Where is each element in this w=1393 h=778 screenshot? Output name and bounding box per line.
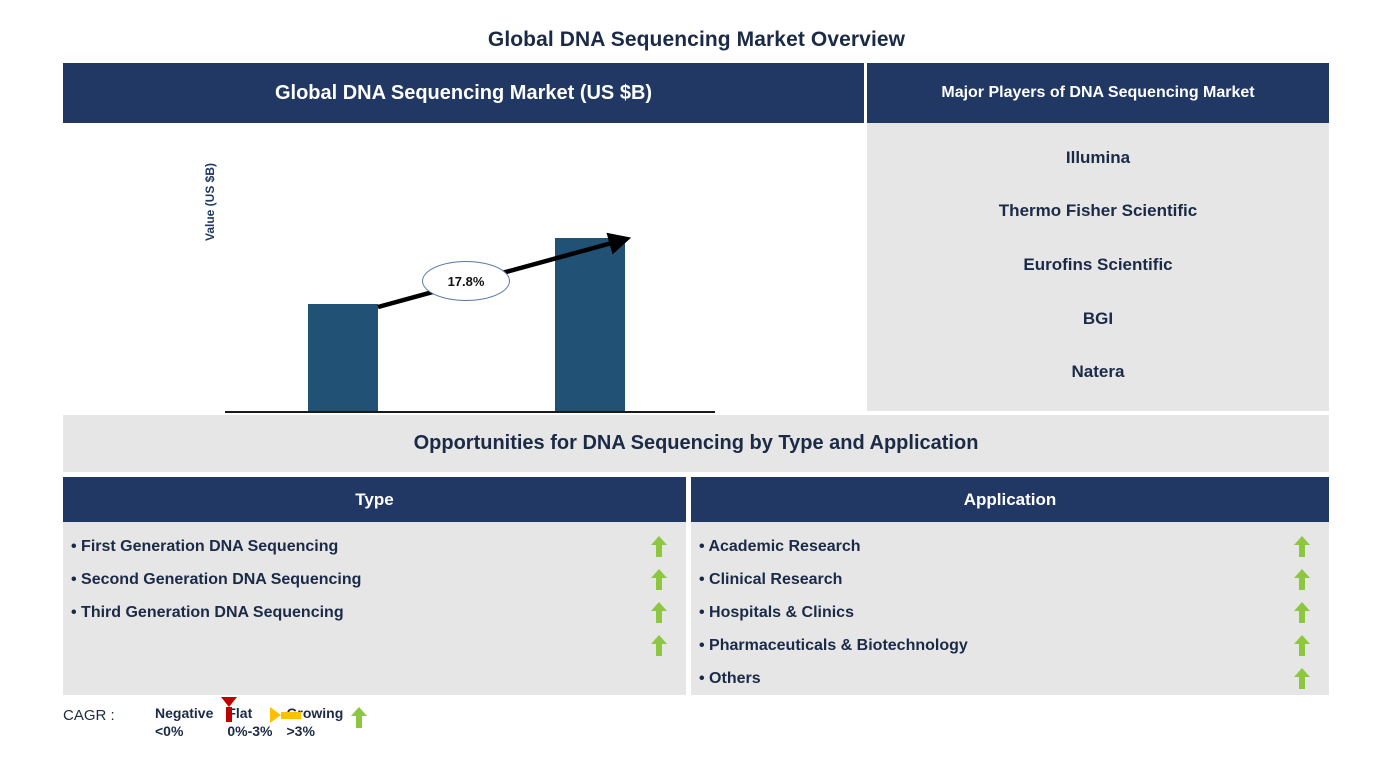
application-column-body: • Academic Research • Clinical Research … — [691, 522, 1329, 695]
x-axis-line — [225, 411, 715, 413]
arrow-up-icon — [1294, 635, 1310, 656]
arrow-up-icon — [1294, 668, 1310, 689]
application-item-label: • Pharmaceuticals & Biotechnology — [699, 636, 968, 654]
list-item: BGI — [1082, 308, 1114, 328]
opportunities-application-panel: Application • Academic Research • Clinic… — [691, 477, 1329, 695]
players-panel-header: Major Players of DNA Sequencing Market — [867, 63, 1329, 123]
type-column-body: • First Generation DNA Sequencing • Seco… — [63, 522, 686, 695]
bar-2025 — [308, 304, 378, 411]
opportunities-type-panel: Type • First Generation DNA Sequencing •… — [63, 477, 686, 695]
application-item-label: • Academic Research — [699, 537, 861, 555]
legend-icon-wrap — [213, 697, 238, 722]
cagr-legend: CAGR : Negative <0% Flat 0%-3% Growing >… — [63, 697, 583, 751]
list-item: Illumina — [1065, 147, 1131, 167]
list-item: • Third Generation DNA Sequencing — [63, 596, 686, 629]
arrow-up-icon — [651, 536, 667, 557]
legend-entry-text: Growing >3% — [287, 703, 344, 740]
chart-plot-area: Value (US $B) 17.8% 202 — [63, 123, 864, 467]
bar-2031 — [555, 238, 625, 411]
major-players-panel: Major Players of DNA Sequencing Market I… — [867, 63, 1329, 411]
arrow-up-icon — [651, 569, 667, 590]
list-item: • First Generation DNA Sequencing — [63, 530, 686, 563]
trend-slot — [1293, 662, 1311, 695]
trend-slot — [1293, 629, 1311, 662]
legend-name: Growing — [286, 705, 344, 721]
legend-entry-text: Flat 0%-3% — [227, 703, 272, 740]
list-item: • Hospitals & Clinics — [691, 596, 1329, 629]
application-item-label: • Hospitals & Clinics — [699, 603, 854, 621]
trend-slot — [650, 629, 668, 662]
legend-icon-wrap — [269, 703, 301, 723]
list-item: • Academic Research — [691, 530, 1329, 563]
application-item-label: • Others — [699, 669, 761, 687]
trend-slot — [1293, 596, 1311, 629]
type-trend-arrows — [650, 530, 668, 662]
list-item: • Others — [691, 662, 1329, 695]
legend-icon-wrap — [343, 703, 368, 728]
list-item: • Pharmaceuticals & Biotechnology — [691, 629, 1329, 662]
type-column-header: Type — [63, 477, 686, 522]
market-chart-panel: Global DNA Sequencing Market (US $B) Val… — [63, 63, 864, 467]
application-column-header: Application — [691, 477, 1329, 522]
trend-slot — [650, 563, 668, 596]
legend-name: Negative — [155, 705, 214, 721]
legend-entry-negative: Negative <0% — [155, 697, 238, 740]
legend-range: 0%-3% — [227, 722, 273, 739]
page-title: Global DNA Sequencing Market Overview — [487, 28, 906, 51]
application-item-label: • Clinical Research — [699, 570, 843, 588]
cagr-legend-label: CAGR : — [63, 707, 115, 724]
legend-range: <0% — [155, 722, 184, 739]
list-item: Eurofins Scientific — [1023, 254, 1173, 274]
trend-slot — [1293, 563, 1311, 596]
type-item-label: • First Generation DNA Sequencing — [71, 537, 339, 555]
legend-name: Flat — [227, 705, 253, 721]
arrow-up-icon — [1294, 569, 1310, 590]
arrow-up-icon — [651, 602, 667, 623]
type-item-label: • Third Generation DNA Sequencing — [71, 603, 344, 621]
legend-entry-flat: Flat 0%-3% — [227, 703, 301, 740]
players-list: Illumina Thermo Fisher Scientific Eurofi… — [867, 123, 1329, 411]
opportunities-banner: Opportunities for DNA Sequencing by Type… — [63, 415, 1329, 472]
arrow-up-icon — [1294, 602, 1310, 623]
bars-container: 17.8% — [63, 123, 864, 411]
list-item: Thermo Fisher Scientific — [998, 201, 1198, 221]
legend-entry-text: Negative <0% — [155, 703, 213, 740]
legend-entry-growing: Growing >3% — [287, 703, 368, 740]
application-trend-arrows — [1293, 530, 1311, 695]
chart-panel-header: Global DNA Sequencing Market (US $B) — [63, 63, 864, 123]
trend-slot — [650, 530, 668, 563]
cagr-callout: 17.8% — [422, 261, 510, 301]
list-item: Natera — [1071, 362, 1125, 382]
list-item: • Second Generation DNA Sequencing — [63, 563, 686, 596]
trend-slot — [1293, 530, 1311, 563]
type-item-label: • Second Generation DNA Sequencing — [71, 570, 362, 588]
arrow-up-icon — [651, 635, 667, 656]
legend-range: >3% — [286, 722, 315, 739]
arrow-up-icon — [1294, 536, 1310, 557]
trend-slot — [650, 596, 668, 629]
list-item: • Clinical Research — [691, 563, 1329, 596]
